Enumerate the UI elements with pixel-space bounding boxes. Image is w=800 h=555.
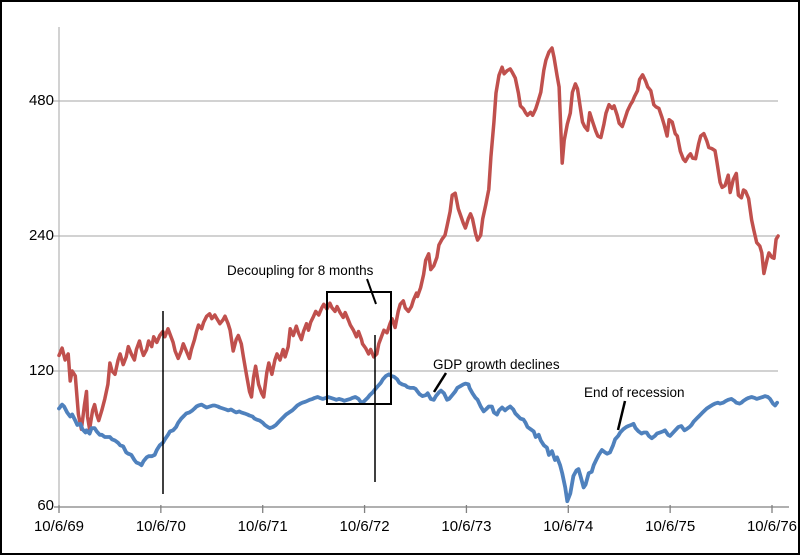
y-axis-label: 120 [28,362,54,379]
x-axis-label: 10/6/72 [339,518,390,535]
x-axis-label: 10/6/70 [135,518,186,535]
annotation-end-recession: End of recession [584,385,685,400]
annotation-shapes [162,278,627,494]
x-axis-label: 10/6/75 [645,518,696,535]
x-axis-label: 10/6/76 [746,518,797,535]
y-axis-label: 480 [28,92,54,109]
blue-series-line [57,372,779,504]
gridlines [52,100,778,372]
red-series-line [57,46,780,431]
annotation-decoupling: Decoupling for 8 months [227,263,374,278]
x-axis-label: 10/6/69 [33,518,85,535]
x-axis-label: 10/6/74 [543,518,594,535]
axes [54,27,789,508]
annotation-gdp-growth: GDP growth declines [433,357,560,372]
gdp-pointer-line [432,372,448,393]
y-axis-label: 60 [37,497,54,514]
decoupling-pointer-line [366,278,377,305]
x-axis-label: 10/6/73 [441,518,492,535]
decoupling-box [326,291,392,405]
x-axis-label: 10/6/71 [237,518,288,535]
y-axis-label: 240 [28,227,54,244]
x-tick-marks [58,505,773,513]
recession-pointer-line [616,400,627,431]
